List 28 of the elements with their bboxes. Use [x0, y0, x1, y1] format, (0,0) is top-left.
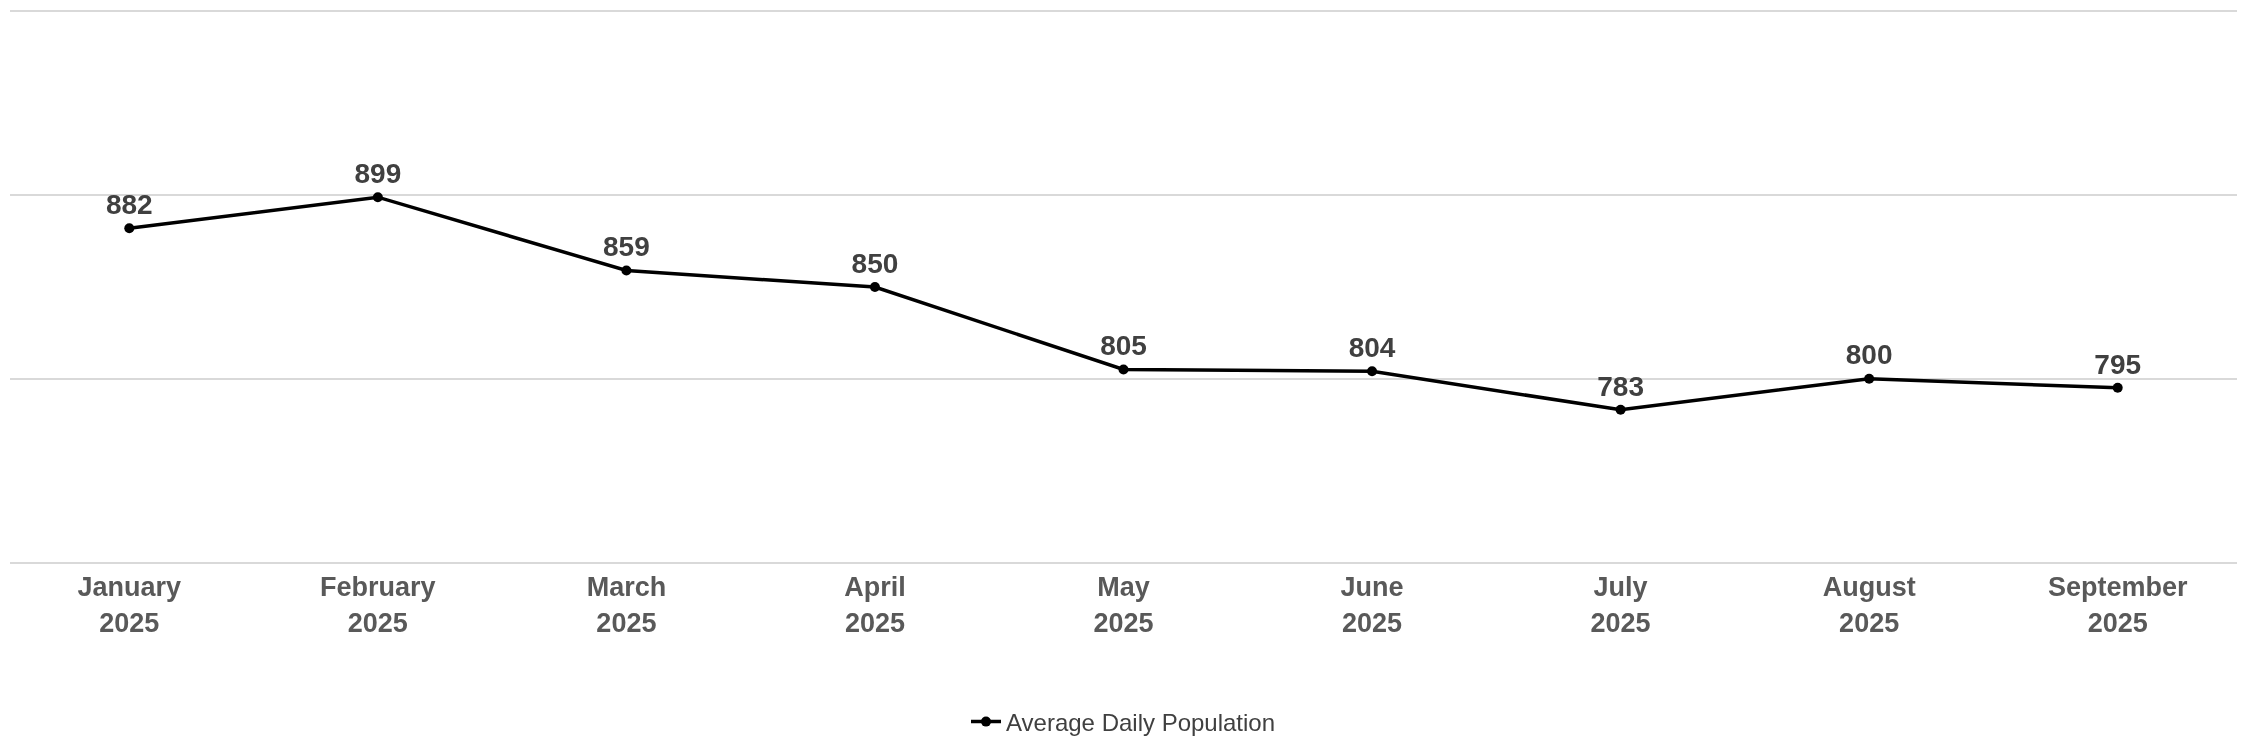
x-tick-label: March 2025: [586, 572, 667, 638]
point: [1118, 364, 1129, 375]
x-tick-label: May 2025: [1093, 572, 1154, 638]
point: [621, 265, 632, 276]
point: [1615, 404, 1626, 415]
point: [124, 223, 135, 234]
data-label: 899: [354, 157, 402, 189]
legend-label: Average Daily Population: [1006, 708, 1276, 736]
x-tick-label: August 2025: [1822, 572, 1916, 638]
x-tick-label: July 2025: [1590, 572, 1651, 638]
data-label: 804: [1348, 332, 1396, 364]
point: [2112, 382, 2123, 393]
data-label: 850: [851, 247, 899, 279]
data-label: 795: [2094, 348, 2142, 380]
x-tick-label: January 2025: [77, 572, 182, 638]
point: [372, 192, 383, 203]
x-tick-label: September 2025: [2047, 572, 2188, 638]
x-tick-label: June 2025: [1340, 572, 1404, 638]
x-tick-label: April 2025: [844, 572, 906, 638]
data-label: 859: [603, 231, 650, 263]
data-label: 783: [1597, 370, 1644, 402]
data-label: 805: [1100, 330, 1147, 362]
point: [1367, 366, 1378, 377]
data-label: 882: [105, 189, 153, 221]
point: [1864, 373, 1875, 384]
point: [869, 282, 880, 292]
data-label: 800: [1845, 339, 1893, 371]
x-tick-label: February 2025: [320, 572, 436, 638]
